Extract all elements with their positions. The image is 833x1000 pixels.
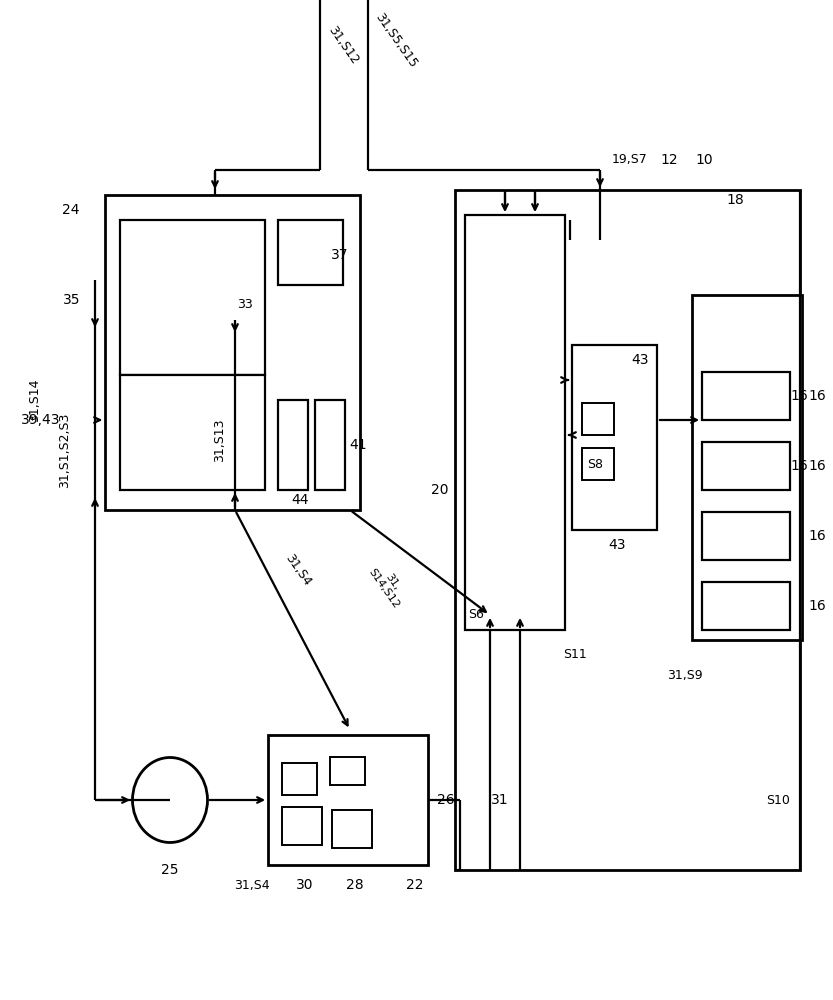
Text: 37: 37: [332, 248, 349, 262]
Text: 22: 22: [407, 878, 424, 892]
Text: 30: 30: [297, 878, 314, 892]
Text: 18: 18: [726, 193, 744, 207]
Bar: [330, 757, 365, 785]
Bar: [465, 215, 565, 630]
Text: 33: 33: [237, 298, 253, 312]
Bar: [120, 375, 265, 490]
Text: 12: 12: [660, 153, 677, 167]
Text: 10: 10: [695, 153, 712, 167]
Bar: [120, 220, 265, 375]
Bar: [282, 763, 317, 795]
Text: 16: 16: [808, 389, 826, 403]
Text: 26: 26: [437, 793, 455, 807]
Bar: [278, 220, 343, 285]
Bar: [582, 403, 614, 435]
Bar: [455, 190, 800, 870]
Text: 31: 31: [491, 793, 509, 807]
Bar: [315, 400, 345, 490]
Text: 31,S9: 31,S9: [667, 668, 703, 682]
Text: 31,S13: 31,S13: [213, 418, 227, 462]
Text: 16: 16: [790, 459, 808, 473]
Bar: [282, 807, 322, 845]
Text: 31,S12: 31,S12: [325, 23, 361, 67]
Ellipse shape: [132, 758, 207, 842]
Text: 43: 43: [608, 538, 626, 552]
Bar: [572, 345, 657, 530]
Text: 16: 16: [790, 389, 808, 403]
Bar: [278, 400, 308, 490]
Bar: [702, 582, 790, 630]
Text: 16: 16: [808, 529, 826, 543]
Text: 31,
S14,S12: 31, S14,S12: [366, 560, 410, 610]
Text: 41: 41: [349, 438, 367, 452]
Text: 35: 35: [62, 293, 80, 307]
Text: S6: S6: [468, 608, 484, 621]
Bar: [702, 512, 790, 560]
Text: 43: 43: [631, 353, 649, 367]
Text: 31,S5,S15: 31,S5,S15: [372, 10, 419, 70]
Bar: [332, 810, 372, 848]
Text: 25: 25: [162, 863, 179, 877]
Text: 19,S7: 19,S7: [612, 153, 648, 166]
Text: 24: 24: [62, 203, 80, 217]
Text: 16: 16: [808, 599, 826, 613]
Text: 39,43: 39,43: [21, 413, 60, 427]
Bar: [582, 448, 614, 480]
Text: 31,S14: 31,S14: [28, 378, 42, 422]
Bar: [702, 442, 790, 490]
Text: 16: 16: [808, 459, 826, 473]
Text: 44: 44: [292, 493, 309, 507]
Text: S8: S8: [587, 458, 603, 472]
Text: S11: S11: [563, 648, 587, 662]
Text: 31,S4: 31,S4: [234, 879, 270, 892]
Text: 31,S4: 31,S4: [282, 552, 313, 588]
Bar: [268, 735, 428, 865]
Text: 28: 28: [347, 878, 364, 892]
Text: 20: 20: [431, 483, 449, 497]
Bar: [105, 195, 360, 510]
Bar: [692, 295, 802, 640]
Text: S10: S10: [766, 794, 790, 806]
Text: 31,S1,S2,S3: 31,S1,S2,S3: [58, 412, 72, 488]
Bar: [702, 372, 790, 420]
